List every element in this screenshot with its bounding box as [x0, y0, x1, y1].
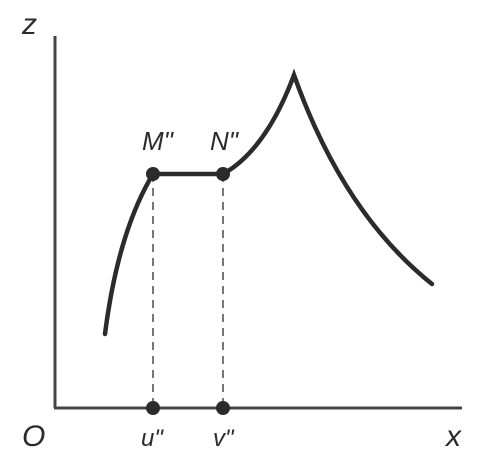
axes	[53, 36, 462, 410]
point-n	[216, 167, 230, 181]
point-n-label: N"	[210, 126, 240, 156]
point-v	[216, 401, 230, 415]
dashed-projection-lines	[152, 174, 224, 408]
point-m	[146, 167, 160, 181]
z-axis-label: z	[21, 8, 37, 41]
point-m-label: M"	[142, 126, 175, 156]
labels: z x O M" N" u" v"	[21, 8, 462, 453]
point-v-label: v"	[213, 425, 235, 452]
x-axis-label: x	[444, 420, 462, 453]
points	[146, 167, 230, 415]
point-u-label: u"	[141, 425, 164, 452]
point-u	[146, 401, 160, 415]
profile-curve	[102, 68, 435, 337]
origin-label: O	[22, 420, 45, 453]
